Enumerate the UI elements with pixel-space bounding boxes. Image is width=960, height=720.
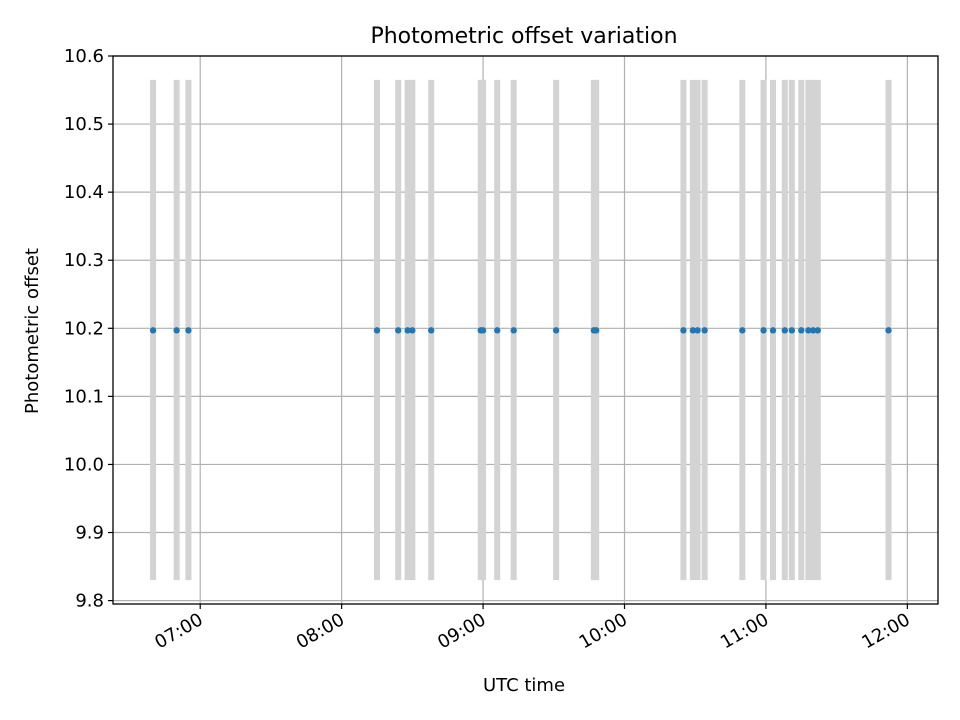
y-axis-ticks: 9.8 9.9 10.0 10.1 10.2 10.3 10.4 10.5 10.6 [64,46,113,612]
data-point [701,327,708,334]
data-point [781,327,788,334]
data-point [479,327,487,334]
chart-title: Photometric offset variation [370,24,677,49]
data-point [694,327,701,334]
y-tick-label: 10.1 [64,386,104,407]
data-point [149,327,157,334]
data-point [680,327,687,334]
y-tick-label: 10.6 [64,46,104,67]
y-tick-label: 9.9 [75,523,104,544]
data-point [395,327,402,334]
data-point [428,327,435,334]
y-tick-label: 10.3 [64,250,104,271]
data-point [769,327,777,334]
data-point [814,327,821,334]
data-point [494,327,501,334]
data-point [885,327,892,334]
data-point [409,327,416,334]
y-tick-label: 10.5 [64,114,104,135]
data-point [809,327,817,334]
data-point [552,327,560,334]
y-tick-label: 10.2 [64,318,104,339]
data-point [593,327,600,334]
data-point [404,327,411,334]
plot-frame [112,55,939,605]
data-point [373,327,381,334]
data-point [185,327,192,334]
data-point [798,327,805,334]
y-tick-label: 9.8 [75,591,104,612]
data-point [788,327,796,334]
data-point [173,327,180,334]
data-point [689,327,697,334]
x-axis-label: UTC time [483,675,565,696]
y-tick-label: 10.0 [64,454,104,475]
data-point [510,327,517,334]
data-point [805,327,812,334]
y-axis-label: Photometric offset [22,248,43,414]
data-points [149,327,892,334]
y-tick-label: 10.4 [64,182,104,203]
data-point [760,327,767,334]
data-point [739,327,746,334]
